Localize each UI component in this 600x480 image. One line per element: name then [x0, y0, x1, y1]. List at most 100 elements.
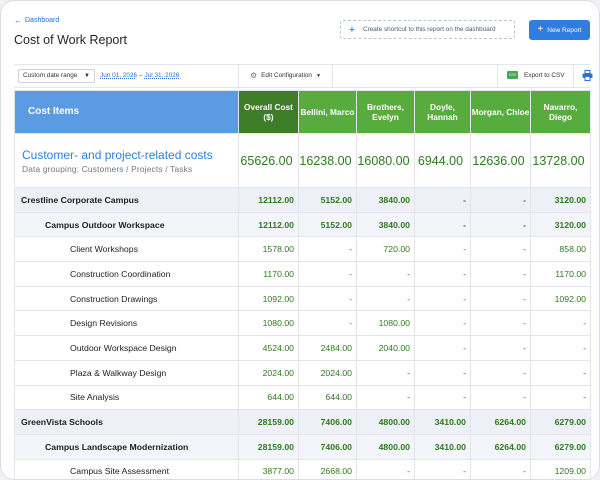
cost-cell: -: [414, 384, 471, 411]
date-to[interactable]: Jul 31, 2026: [144, 72, 180, 79]
cost-cell: -: [414, 285, 471, 312]
task-row[interactable]: Site Analysis 644.00 644.00- - - -: [14, 384, 591, 411]
row-label: GreenVista Schools: [14, 409, 239, 435]
cost-cell: 3840.00: [356, 211, 415, 238]
cost-cell: 2668.00: [298, 458, 357, 479]
task-row[interactable]: Plaza & Walkway Design 2024.00 2024.00- - - -: [14, 359, 591, 386]
cost-cell: 5152.00: [298, 187, 357, 213]
cost-cell: -: [356, 261, 415, 287]
cost-cell: -: [470, 458, 531, 479]
export-csv-button[interactable]: CSV Export to CSV: [507, 71, 565, 79]
column-header-person[interactable]: Bellini, Marco: [298, 90, 357, 134]
row-label: Design Revisions: [14, 310, 239, 337]
export-csv-label: Export to CSV: [524, 71, 565, 79]
cost-cell: 858.00: [530, 236, 591, 263]
row-label: Crestline Corporate Campus: [14, 187, 239, 213]
create-shortcut-label: Create shortcut to this report on the da…: [363, 26, 496, 33]
row-label: Campus Site Assessment: [14, 458, 239, 479]
toolbar-divider: [332, 65, 333, 87]
create-shortcut-button[interactable]: + Create shortcut to this report on the …: [340, 20, 515, 39]
overall-cost-cell: 28159.00: [238, 433, 299, 460]
overall-cost-cell: 2024.00: [238, 359, 299, 386]
cost-cell: -: [298, 310, 357, 337]
date-from[interactable]: Jun 01, 2026: [100, 72, 137, 79]
customer-row[interactable]: Crestline Corporate Campus 12112.00 5152.0…: [14, 187, 591, 213]
task-row[interactable]: Construction Coordination 1170.00- - - -1170…: [14, 261, 591, 287]
overall-cost-cell: 3877.00: [238, 458, 299, 479]
summary-label-cell: Customer- and project-related costs Data…: [14, 133, 239, 188]
printer-icon: [582, 70, 593, 81]
cost-cell: -: [470, 384, 531, 411]
summary-subtitle: Data grouping: Customers / Projects / Ta…: [22, 163, 193, 174]
cost-cell: 3410.00: [414, 409, 471, 435]
cost-cell: 1092.00: [530, 285, 591, 312]
cost-cell: -: [414, 458, 471, 479]
chevron-down-icon: ▼: [315, 72, 321, 79]
plus-icon: +: [348, 23, 356, 36]
overall-cost-cell: 1080.00: [238, 310, 299, 337]
cost-cell: -: [356, 285, 415, 312]
report-toolbar: Custom date range ▼ Jun 01, 2026– Jul 31,…: [14, 64, 593, 88]
chevron-down-icon: ▼: [84, 73, 90, 79]
cost-cell: 6264.00: [470, 433, 531, 460]
breadcrumb-label[interactable]: Dashboard: [25, 17, 60, 24]
task-row[interactable]: Construction Drawings 1092.00- - - -1092.00: [14, 285, 591, 312]
cost-cell: -: [470, 285, 531, 312]
toolbar-divider: [573, 65, 574, 87]
new-report-button[interactable]: + New Report: [529, 20, 590, 40]
column-header-person[interactable]: Morgan, Chloe: [470, 90, 531, 134]
project-row[interactable]: Campus Landscape Modernization 28159.00 74…: [14, 433, 591, 460]
cost-cell: -: [470, 359, 531, 386]
row-label: Client Workshops: [14, 236, 239, 263]
cost-cell: -: [298, 236, 357, 263]
cost-cell: 6279.00: [530, 409, 591, 435]
overall-cost-cell: 1578.00: [238, 236, 299, 263]
task-row[interactable]: Outdoor Workspace Design 4524.00 2484.00 20…: [14, 335, 591, 361]
overall-cost-cell: 1092.00: [238, 285, 299, 312]
date-separator: –: [138, 72, 143, 79]
cost-cell: -: [414, 359, 471, 386]
cost-cell: -: [414, 261, 471, 287]
summary-total-cell: 65626.00: [238, 133, 299, 188]
cost-cell: 1170.00: [530, 261, 591, 287]
task-row[interactable]: Client Workshops 1578.00-720.00- -858.00: [14, 236, 591, 263]
project-row[interactable]: Campus Outdoor Workspace 12112.00 5152.00 3…: [14, 211, 591, 238]
summary-value-cell: 13728.00: [530, 133, 591, 188]
edit-configuration-button[interactable]: ⚙ Edit Configuration ▼: [250, 71, 321, 80]
summary-value-cell: 16080.00: [356, 133, 415, 188]
overall-cost-cell: 12112.00: [238, 187, 299, 213]
column-header-overall-cost[interactable]: Overall Cost ($): [238, 90, 299, 134]
overall-cost-cell: 644.00: [238, 384, 299, 411]
cost-cell: 1209.00: [530, 458, 591, 479]
customer-row[interactable]: GreenVista Schools 28159.00 7406.00 4800.00…: [14, 409, 591, 435]
cost-cell: -: [530, 335, 591, 361]
column-header-person[interactable]: Doyle, Hannah: [414, 90, 471, 134]
column-header-person[interactable]: Brothers, Evelyn: [356, 90, 415, 134]
cost-cell: -: [470, 236, 531, 263]
csv-file-icon: CSV: [507, 71, 518, 79]
cost-cell: 1080.00: [356, 310, 415, 337]
cost-cell: 644.00: [298, 384, 357, 411]
overall-cost-cell: 28159.00: [238, 409, 299, 435]
task-row[interactable]: Design Revisions 1080.00-1080.00- - -: [14, 310, 591, 337]
row-label: Plaza & Walkway Design: [14, 359, 239, 386]
page-title: Cost of Work Report: [14, 33, 128, 47]
summary-value-cell: 6944.00: [414, 133, 471, 188]
task-row[interactable]: Campus Site Assessment 3877.00 2668.00- - -1…: [14, 458, 591, 479]
column-header-cost-items[interactable]: Cost Items: [14, 90, 239, 134]
cost-cell: 5152.00: [298, 211, 357, 238]
cost-cell: -: [356, 359, 415, 386]
plus-icon: +: [537, 24, 544, 35]
cost-cell: -: [470, 211, 531, 238]
breadcrumb[interactable]: ← Dashboard: [14, 16, 59, 25]
cost-cell: -: [356, 458, 415, 479]
print-button[interactable]: [582, 70, 593, 83]
date-range-select[interactable]: Custom date range ▼: [18, 69, 95, 83]
cost-cell: -: [530, 384, 591, 411]
summary-row: Customer- and project-related costs Data…: [14, 133, 591, 188]
column-header-person[interactable]: Navarro, Diego: [530, 90, 591, 134]
date-range: Jun 01, 2026– Jul 31, 2026: [100, 72, 179, 79]
toolbar-divider: [238, 65, 239, 87]
cost-cell: -: [414, 211, 471, 238]
